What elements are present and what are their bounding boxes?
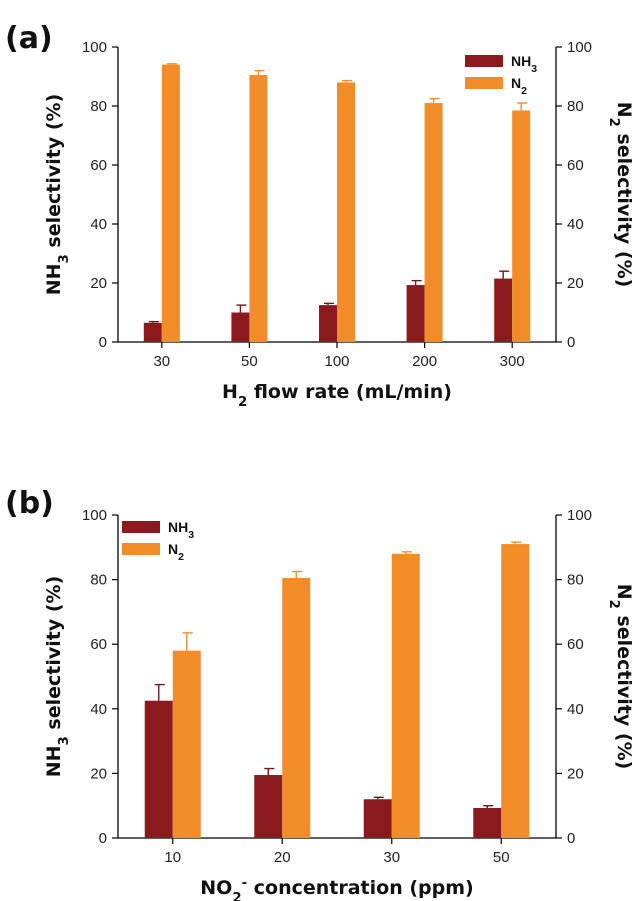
y-right-tick-label: 60 bbox=[567, 636, 584, 653]
y-right-tick-label: 100 bbox=[567, 39, 592, 56]
y-left-tick-label: 20 bbox=[90, 765, 107, 782]
x-tick-label: 50 bbox=[241, 353, 258, 370]
x-axis-title: H2 flow rate (mL/min) bbox=[222, 381, 452, 410]
y-left-tick-label: 80 bbox=[90, 98, 107, 115]
y-left-tick-label: 40 bbox=[90, 701, 107, 718]
panel-label: (a) bbox=[5, 21, 53, 56]
legend-swatch-n2 bbox=[465, 77, 503, 89]
y-left-tick-label: 60 bbox=[90, 636, 107, 653]
y-right-axis-title-main: N bbox=[613, 584, 635, 600]
x-tick-label: 10 bbox=[164, 849, 181, 866]
x-tick-label: 300 bbox=[500, 353, 525, 370]
legend-label-nh3: NH3 bbox=[168, 519, 194, 541]
x-axis-title-rest: flow rate (mL/min) bbox=[247, 381, 452, 403]
y-left-tick-label: 80 bbox=[90, 572, 107, 589]
x-axis-title-main: H bbox=[222, 381, 238, 403]
n2-bar bbox=[172, 650, 201, 838]
x-axis-title: NO2- concentration (ppm) bbox=[200, 876, 473, 901]
y-left-axis-title-subscript: 3 bbox=[57, 736, 72, 745]
y-left-tick-label: 40 bbox=[90, 216, 107, 233]
y-left-tick-label: 60 bbox=[90, 157, 107, 174]
x-tick-label: 30 bbox=[383, 849, 400, 866]
y-left-axis-title: NH3 selectivity (%) bbox=[43, 576, 72, 778]
n2-bar bbox=[424, 103, 443, 342]
y-right-axis-title-rest: selectivity (%) bbox=[613, 127, 635, 287]
y-right-tick-label: 60 bbox=[567, 157, 584, 174]
x-axis-title-subscript: 2 bbox=[232, 891, 241, 901]
y-left-axis-title-main: NH bbox=[43, 263, 65, 295]
x-tick-label: 100 bbox=[324, 353, 349, 370]
y-right-tick-label: 40 bbox=[567, 216, 584, 233]
y-left-axis-title-main: NH bbox=[43, 745, 65, 777]
y-right-axis-title: N2 selectivity (%) bbox=[607, 102, 635, 288]
y-right-tick-label: 20 bbox=[567, 765, 584, 782]
y-left-axis-title-subscript: 3 bbox=[57, 254, 72, 263]
n2-bar bbox=[282, 577, 311, 838]
y-left-axis-title: NH3 selectivity (%) bbox=[43, 94, 72, 296]
y-left-axis-title-rest: selectivity (%) bbox=[43, 94, 65, 254]
nh3-bar bbox=[406, 285, 425, 342]
y-left-tick-label: 100 bbox=[82, 39, 107, 56]
x-axis-title-superscript: - bbox=[242, 876, 248, 891]
y-right-axis-title-rest: selectivity (%) bbox=[613, 609, 635, 769]
x-tick-label: 20 bbox=[274, 849, 291, 866]
nh3-bar bbox=[494, 278, 513, 342]
y-right-axis-title-subscript: 2 bbox=[607, 600, 622, 609]
y-right-tick-label: 0 bbox=[567, 830, 575, 847]
x-axis-title-main: NO bbox=[200, 877, 232, 899]
y-right-tick-label: 0 bbox=[567, 334, 575, 351]
y-left-axis-title-rest: selectivity (%) bbox=[43, 576, 65, 736]
y-right-axis-title-main: N bbox=[613, 102, 635, 118]
x-tick-label: 30 bbox=[153, 353, 170, 370]
y-left-tick-label: 20 bbox=[90, 275, 107, 292]
y-left-tick-label: 0 bbox=[99, 830, 107, 847]
legend-label-nh3: NH3 bbox=[511, 53, 537, 75]
y-right-tick-label: 20 bbox=[567, 275, 584, 292]
nh3-bar bbox=[473, 807, 502, 838]
x-axis-title-rest: concentration (ppm) bbox=[247, 877, 474, 899]
y-right-axis-title-subscript: 2 bbox=[607, 118, 622, 127]
y-left-tick-label: 0 bbox=[99, 334, 107, 351]
nh3-bar bbox=[363, 799, 392, 838]
legend-swatch-n2 bbox=[122, 543, 160, 555]
n2-bar bbox=[161, 64, 180, 342]
y-right-tick-label: 80 bbox=[567, 98, 584, 115]
nh3-bar bbox=[143, 322, 162, 342]
y-right-tick-label: 80 bbox=[567, 572, 584, 589]
y-right-axis-title: N2 selectivity (%) bbox=[607, 584, 635, 770]
nh3-bar bbox=[144, 700, 173, 838]
legend-label-n2: N2 bbox=[168, 541, 184, 563]
legend-swatch-nh3 bbox=[122, 521, 160, 533]
legend-label-n2: N2 bbox=[511, 75, 527, 97]
x-tick-label: 200 bbox=[412, 353, 437, 370]
nh3-bar bbox=[254, 775, 283, 838]
n2-bar bbox=[512, 110, 531, 342]
y-right-tick-label: 100 bbox=[567, 507, 592, 524]
y-right-tick-label: 40 bbox=[567, 701, 584, 718]
n2-bar bbox=[249, 75, 268, 343]
x-tick-label: 50 bbox=[493, 849, 510, 866]
nh3-bar bbox=[231, 312, 250, 342]
n2-bar bbox=[337, 82, 355, 343]
legend-swatch-nh3 bbox=[465, 55, 503, 67]
chart-a: (a) 0 0 20 20 40 40 60 60 80 80 100 100 30 50 100 200 300… bbox=[5, 21, 635, 410]
panel-label: (b) bbox=[5, 486, 54, 521]
y-left-tick-label: 100 bbox=[82, 507, 107, 524]
n2-bar bbox=[391, 553, 420, 838]
nh3-bar bbox=[319, 305, 337, 342]
x-axis-title-subscript: 2 bbox=[238, 395, 247, 410]
n2-bar bbox=[501, 544, 530, 838]
